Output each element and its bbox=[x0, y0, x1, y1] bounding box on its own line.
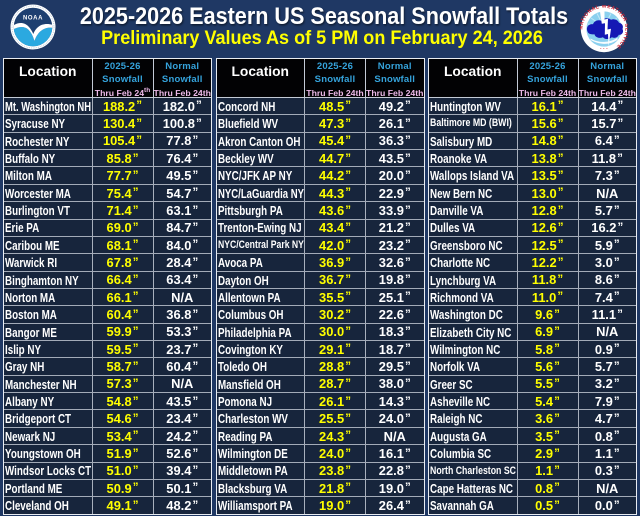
svg-text:· · ·: · · · bbox=[600, 47, 608, 53]
svg-text:NOAA: NOAA bbox=[23, 16, 43, 22]
